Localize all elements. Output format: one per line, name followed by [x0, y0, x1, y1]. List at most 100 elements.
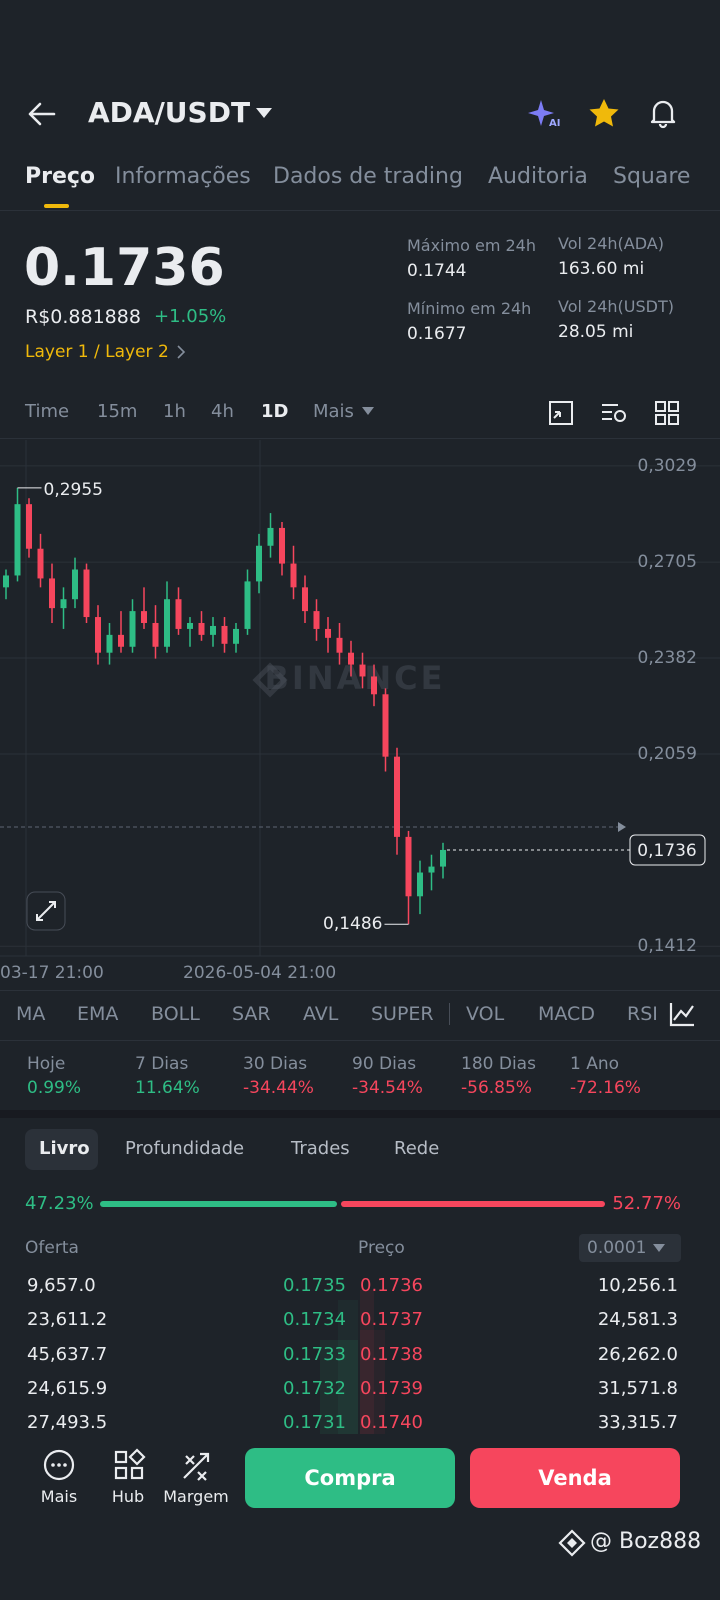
- indicator[interactable]: VOL: [466, 1003, 505, 1025]
- section-gap: [0, 1110, 720, 1118]
- sector-tag[interactable]: Layer 1 / Layer 2: [25, 342, 169, 362]
- candle-body: [348, 652, 354, 665]
- period-label: 7 Dias: [135, 1054, 189, 1074]
- orderbook-tab[interactable]: Livro: [39, 1138, 90, 1159]
- stat-label: Mínimo em 24h: [407, 299, 532, 318]
- last-price: 0.1736: [24, 238, 225, 298]
- column-header: Oferta: [25, 1238, 79, 1258]
- svg-text:AI: AI: [549, 118, 560, 129]
- pair-dropdown[interactable]: [255, 107, 273, 119]
- favorite-icon[interactable]: [587, 97, 621, 129]
- candle-body: [382, 694, 389, 757]
- max-label: 0,2955: [44, 480, 103, 500]
- ask-quantity: 33,315.7: [597, 1412, 678, 1434]
- indicator[interactable]: BOLL: [151, 1003, 200, 1025]
- fullscreen-icon: [36, 901, 56, 921]
- divider: [0, 990, 720, 991]
- ai-icon[interactable]: AI: [527, 98, 561, 130]
- orderbook-tab[interactable]: Profundidade: [125, 1138, 245, 1159]
- y-tick-label: 0,1412: [638, 936, 697, 956]
- y-tick-label: 0,2705: [638, 552, 697, 572]
- bid-quantity: 23,611.2: [27, 1309, 108, 1331]
- alert-icon[interactable]: [647, 97, 679, 129]
- candle-body: [417, 872, 423, 897]
- bid-price: 0.1735: [283, 1275, 346, 1296]
- indicator[interactable]: AVL: [303, 1003, 339, 1025]
- candle-body: [405, 836, 412, 897]
- candle-body: [440, 849, 446, 867]
- fiat-price: R$0.881888: [25, 306, 141, 328]
- tab[interactable]: Square: [613, 164, 691, 189]
- candle-body: [37, 548, 44, 579]
- dropdown-icon: [362, 407, 374, 415]
- candle-body: [152, 622, 159, 647]
- period-value: -34.44%: [243, 1078, 314, 1098]
- period-value: -34.54%: [352, 1078, 423, 1098]
- ask-price: 0.1740: [360, 1412, 423, 1434]
- sell-ratio-bar: [340, 1201, 605, 1207]
- watermark-logo: [252, 662, 288, 698]
- nav-label[interactable]: Mais: [40, 1487, 78, 1506]
- indicator[interactable]: MACD: [538, 1003, 595, 1025]
- interval[interactable]: 1h: [163, 401, 186, 422]
- candle-body: [302, 587, 308, 612]
- bid-quantity: 24,615.9: [27, 1377, 108, 1399]
- candle-body: [359, 664, 366, 677]
- period-value: 11.64%: [135, 1078, 200, 1098]
- ask-quantity: 31,571.8: [597, 1377, 678, 1399]
- ask-price: 0.1736: [360, 1275, 423, 1296]
- indicator[interactable]: RSI: [627, 1003, 658, 1025]
- sell-ratio: 52.77%: [612, 1193, 681, 1214]
- precision-select[interactable]: [579, 1234, 681, 1262]
- back-button[interactable]: [26, 100, 58, 128]
- period-label: 1 Ano: [570, 1054, 620, 1074]
- interval[interactable]: Time: [25, 401, 70, 422]
- candle-body: [267, 527, 274, 546]
- indicator-settings[interactable]: [668, 1000, 696, 1028]
- candle-body: [198, 622, 205, 635]
- sell-button[interactable]: [470, 1448, 680, 1508]
- candle-body: [60, 599, 67, 609]
- nav-label[interactable]: Hub: [111, 1487, 145, 1506]
- tab[interactable]: Preço: [25, 164, 96, 189]
- ask-quantity: 10,256.1: [597, 1275, 678, 1296]
- tab[interactable]: Auditoria: [488, 164, 588, 189]
- indicator[interactable]: SUPER: [371, 1003, 434, 1025]
- candle-body: [336, 637, 343, 653]
- candle-body: [394, 756, 400, 837]
- interval[interactable]: Mais: [313, 401, 354, 422]
- interval[interactable]: 4h: [211, 401, 234, 422]
- stat-value: 163.60 mi: [558, 259, 645, 279]
- indicator[interactable]: MA: [16, 1003, 46, 1025]
- tab[interactable]: Dados de trading: [273, 164, 463, 189]
- buy-ratio: 47.23%: [25, 1193, 94, 1214]
- precision-value[interactable]: 0.0001: [587, 1238, 647, 1258]
- divider: [0, 438, 720, 439]
- stat-label: Vol 24h(ADA): [558, 234, 664, 253]
- price-change: +1.05%: [154, 306, 227, 327]
- period-label: 180 Dias: [461, 1054, 536, 1074]
- orderbook-tab[interactable]: Rede: [394, 1138, 440, 1159]
- candle-body: [221, 625, 228, 644]
- nav-label[interactable]: Margem: [163, 1487, 229, 1506]
- chart-tools[interactable]: [548, 400, 688, 426]
- candle-body: [141, 611, 147, 623]
- orderbook-tab[interactable]: Trades: [291, 1138, 350, 1159]
- candle-body: [129, 611, 136, 647]
- indicator[interactable]: SAR: [232, 1003, 271, 1025]
- candle-body: [256, 545, 262, 582]
- buy-button[interactable]: [245, 1448, 455, 1508]
- sell-label[interactable]: Venda: [538, 1466, 612, 1490]
- candle-body: [428, 866, 435, 873]
- chevron: [177, 345, 186, 359]
- candle-body: [187, 622, 193, 629]
- bottom-icons: [43, 1448, 210, 1481]
- candle-body: [164, 599, 170, 647]
- interval[interactable]: 15m: [97, 401, 138, 422]
- indicator[interactable]: EMA: [77, 1003, 119, 1025]
- interval[interactable]: 1D: [261, 401, 289, 422]
- buy-label[interactable]: Compra: [304, 1466, 396, 1490]
- tab[interactable]: Informações: [115, 164, 251, 189]
- stat-value: 0.1677: [407, 324, 467, 344]
- pair-title[interactable]: ADA/USDT: [88, 96, 251, 129]
